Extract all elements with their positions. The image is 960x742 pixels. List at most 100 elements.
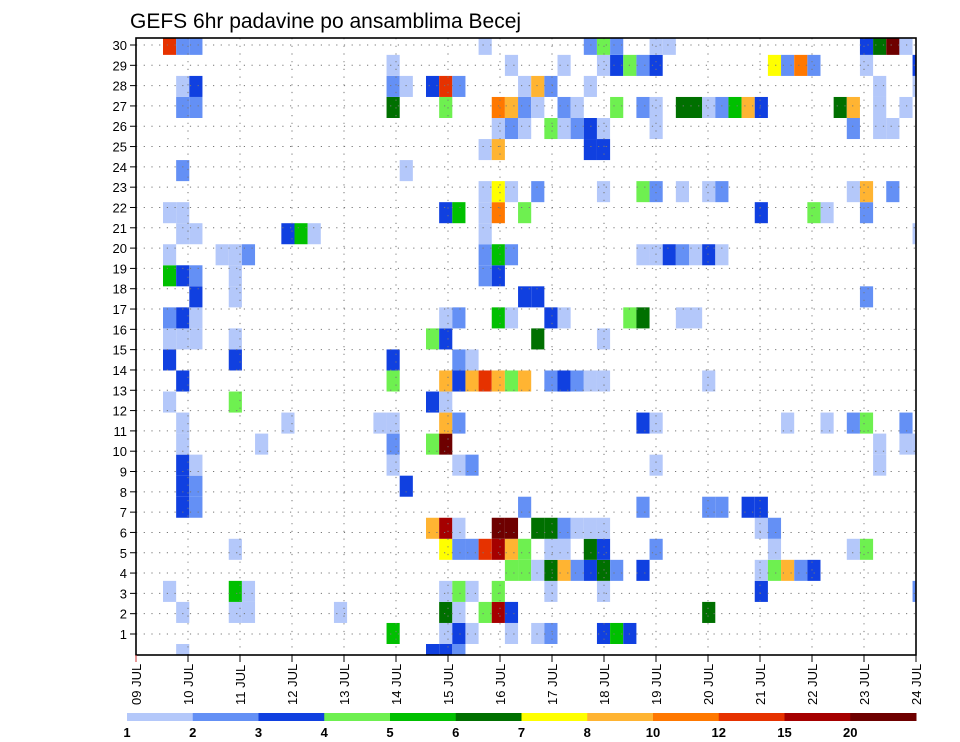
plot-frame xyxy=(135,37,917,656)
heatmap-cell xyxy=(754,580,768,602)
heatmap-cell xyxy=(636,244,650,266)
heatmap-cell xyxy=(426,328,440,350)
heatmap-cell xyxy=(176,496,190,518)
heatmap-cell xyxy=(491,538,505,560)
heatmap-cell xyxy=(176,454,190,476)
heatmap-cell xyxy=(176,475,190,497)
heatmap-cell xyxy=(439,601,453,623)
heatmap-cell xyxy=(228,601,242,623)
heatmap-cell xyxy=(439,391,453,413)
heatmap-cell xyxy=(557,54,571,76)
x-tick-label: 23 JUL xyxy=(857,664,872,705)
heatmap-cell xyxy=(518,538,532,560)
heatmap-cell xyxy=(439,96,453,118)
heatmap-cell xyxy=(491,307,505,329)
heatmap-cell xyxy=(176,328,190,350)
heatmap-cells xyxy=(163,38,916,655)
colorbar-label: 10 xyxy=(646,725,660,740)
colorbar-swatch xyxy=(653,713,720,721)
y-tick-label: 20 xyxy=(113,241,127,256)
heatmap-cell xyxy=(859,38,874,55)
heatmap-cell xyxy=(781,559,795,581)
heatmap-cell xyxy=(702,370,716,392)
heatmap-cell xyxy=(228,265,242,287)
heatmap-cell xyxy=(176,75,190,97)
heatmap-cell xyxy=(544,622,558,644)
heatmap-cell xyxy=(504,244,519,266)
heatmap-cell xyxy=(386,96,400,118)
heatmap-cell xyxy=(531,75,545,97)
heatmap-cell xyxy=(820,412,834,434)
heatmap-cell xyxy=(886,118,900,140)
heatmap-cell xyxy=(491,202,505,224)
heatmap-cell xyxy=(518,496,532,518)
heatmap-cell xyxy=(189,328,203,350)
heatmap-cell xyxy=(912,223,916,245)
heatmap-cell xyxy=(846,96,860,118)
heatmap-cell xyxy=(439,307,453,329)
heatmap-cell xyxy=(176,433,190,455)
heatmap-cell xyxy=(583,139,597,161)
grid-lines xyxy=(136,38,916,655)
heatmap-cell xyxy=(531,96,545,118)
heatmap-cell xyxy=(702,96,716,118)
heatmap-cell xyxy=(163,328,177,350)
y-tick-label: 19 xyxy=(113,261,127,276)
colorbar-label: 4 xyxy=(321,725,329,740)
colorbar-label: 3 xyxy=(255,725,262,740)
y-tick-label: 21 xyxy=(113,221,127,236)
heatmap-cell xyxy=(176,160,190,182)
heatmap-cell xyxy=(386,454,400,476)
x-tick-label: 19 JUL xyxy=(649,664,664,705)
heatmap-cell xyxy=(399,475,413,497)
heatmap-cell xyxy=(163,580,177,602)
heatmap-cell xyxy=(557,370,571,392)
heatmap-cell xyxy=(439,370,453,392)
heatmap-cell xyxy=(596,517,611,539)
heatmap-cell xyxy=(465,370,479,392)
heatmap-cell xyxy=(583,559,597,581)
heatmap-cell xyxy=(610,622,624,644)
heatmap-cell xyxy=(504,517,519,539)
colorbar-label: 6 xyxy=(452,725,459,740)
colorbar-label: 5 xyxy=(386,725,393,740)
y-tick-label: 6 xyxy=(120,525,127,540)
heatmap-cell xyxy=(596,118,611,140)
heatmap-cell xyxy=(307,223,321,245)
colorbar-label: 12 xyxy=(712,725,726,740)
heatmap-cell xyxy=(570,517,584,539)
heatmap-cell xyxy=(399,160,413,182)
y-tick-label: 10 xyxy=(113,444,127,459)
y-tick-label: 27 xyxy=(113,99,127,114)
heatmap-cell xyxy=(215,244,229,266)
heatmap-cell xyxy=(255,433,269,455)
heatmap-cell xyxy=(228,391,242,413)
heatmap-cell xyxy=(715,96,729,118)
heatmap-cell xyxy=(754,496,768,518)
heatmap-cell xyxy=(426,75,440,97)
heatmap-cell xyxy=(596,54,611,76)
heatmap-cell xyxy=(504,370,519,392)
heatmap-cell xyxy=(899,38,913,55)
heatmap-cell xyxy=(333,601,348,623)
heatmap-cell xyxy=(176,223,190,245)
heatmap-cell xyxy=(478,601,492,623)
heatmap-cell xyxy=(228,286,242,308)
heatmap-cell xyxy=(833,96,847,118)
chart-title: GEFS 6hr padavine po ansamblima Becej xyxy=(130,10,521,33)
heatmap-cell xyxy=(465,538,479,560)
y-tick-label: 8 xyxy=(120,485,127,500)
heatmap-cell xyxy=(452,580,466,602)
heatmap-cell xyxy=(465,454,479,476)
heatmap-cell xyxy=(583,517,597,539)
heatmap-cell xyxy=(478,202,492,224)
colorbar-swatch xyxy=(718,713,785,721)
heatmap-cell xyxy=(544,538,558,560)
heatmap-cell xyxy=(189,223,203,245)
colorbar-swatch xyxy=(587,713,654,721)
heatmap-cell xyxy=(596,538,611,560)
heatmap-cell xyxy=(715,244,729,266)
x-tick-label: 21 JUL xyxy=(753,664,768,705)
heatmap-cell xyxy=(899,412,913,434)
